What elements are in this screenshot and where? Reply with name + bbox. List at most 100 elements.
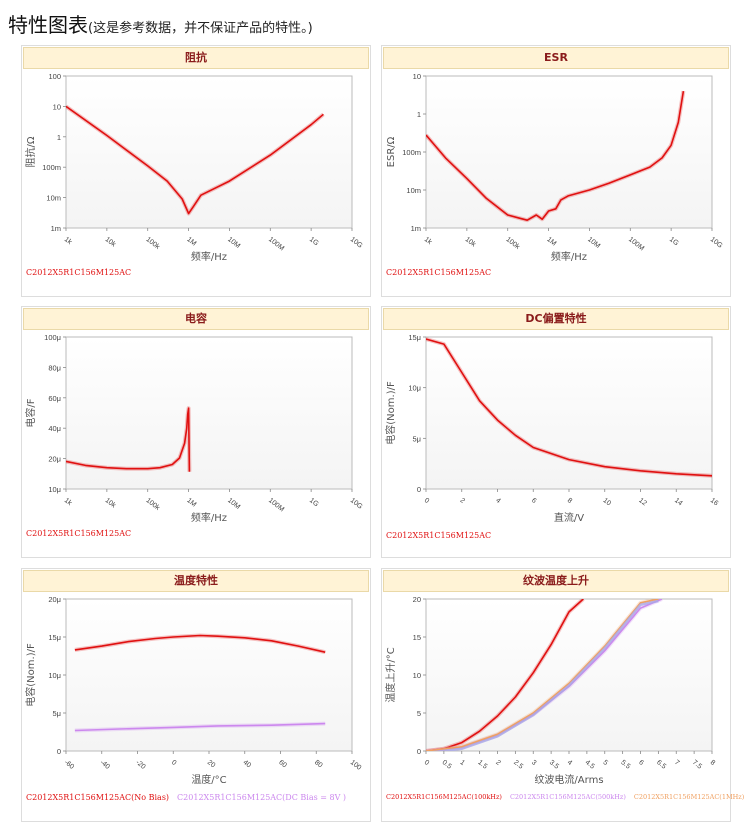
y-tick-label: 20μ bbox=[48, 595, 61, 604]
y-tick-label: 80μ bbox=[48, 363, 61, 372]
legend-entry: C2012X5R1C156M125AC bbox=[386, 268, 492, 277]
series-line bbox=[426, 90, 685, 221]
x-tick-label: 10M bbox=[226, 236, 241, 250]
x-tick-label: 1k bbox=[63, 497, 74, 507]
series-line bbox=[66, 105, 324, 215]
legend-entry: C2012X5R1C156M125AC(DC Bias = 8V ) bbox=[177, 793, 347, 802]
x-tick-label: 2.5 bbox=[512, 759, 524, 771]
chart-title: 阻抗 bbox=[23, 47, 369, 69]
chart-title: 电容 bbox=[23, 308, 369, 330]
x-tick-label: 6 bbox=[637, 759, 644, 767]
plot-area bbox=[425, 75, 713, 229]
legend-entry: C2012X5R1C156M125AC(100kHz) bbox=[386, 793, 502, 801]
x-tick-label: 10G bbox=[709, 236, 724, 250]
y-tick-label: 1 bbox=[417, 110, 421, 119]
chart-panel-capacitance: 电容 100μ 80μ 60μ 40μ 20μ 10μ 1k 10k 100k 1M 10M 100M… bbox=[21, 306, 371, 558]
series-line bbox=[74, 634, 326, 653]
x-tick-label: -40 bbox=[99, 759, 111, 771]
x-tick-label: 100M bbox=[267, 236, 285, 252]
y-tick-label: 0 bbox=[417, 747, 421, 756]
y-tick-label: 10 bbox=[53, 102, 61, 111]
x-tick-label: 7.5 bbox=[691, 759, 703, 771]
x-axis-label: 温度/°C bbox=[191, 773, 226, 786]
chart-legend: C2012X5R1C156M125AC(No Bias) C2012X5R1C15… bbox=[26, 793, 354, 802]
x-tick-label: 8 bbox=[709, 759, 716, 767]
chart-ripple: 20 15 10 5 00 0.5 1 1.5 2 2.5 3 3.5 4 4.5 5 5.5 6 6.5 7 7.5… bbox=[384, 595, 716, 786]
y-tick-label: 20 bbox=[413, 595, 421, 604]
x-tick-label: -60 bbox=[63, 759, 75, 771]
series-line bbox=[426, 338, 712, 477]
y-axis-label: 电容(Nom.)/F bbox=[384, 381, 397, 445]
x-tick-label: 0 bbox=[423, 497, 430, 505]
x-tick-label: 60 bbox=[277, 759, 288, 769]
y-axis-label: 电容/F bbox=[24, 398, 37, 427]
chart-legend: C2012X5R1C156M125AC bbox=[26, 529, 139, 538]
page-title-main: 特性图表 bbox=[8, 13, 88, 37]
legend-entry: C2012X5R1C156M125AC(1MHz) bbox=[633, 793, 745, 801]
chart-legend: C2012X5R1C156M125AC(100kHz) C2012X5R1C156… bbox=[386, 793, 750, 801]
x-tick-label: 2 bbox=[459, 497, 466, 505]
x-axis-label: 频率/Hz bbox=[551, 250, 587, 263]
chart-title: ESR bbox=[383, 47, 729, 69]
x-tick-label: 40 bbox=[242, 759, 253, 769]
x-tick-label: 80 bbox=[313, 759, 324, 769]
x-tick-label: 20 bbox=[206, 759, 217, 769]
y-axis-label: ESR/Ω bbox=[386, 136, 397, 167]
y-tick-label: 10μ bbox=[48, 671, 61, 680]
series-line bbox=[66, 407, 191, 472]
y-tick-label: 15μ bbox=[408, 333, 421, 342]
y-tick-label: 40μ bbox=[48, 424, 61, 433]
x-axis-label: 纹波电流/Arms bbox=[534, 773, 603, 786]
y-tick-label: 100 bbox=[48, 72, 61, 81]
x-tick-label: 12 bbox=[637, 497, 648, 507]
y-tick-label: 0 bbox=[417, 485, 421, 494]
x-tick-label: 0 bbox=[170, 759, 177, 767]
x-tick-label: 3.5 bbox=[548, 759, 560, 771]
legend-entry: C2012X5R1C156M125AC bbox=[386, 531, 492, 540]
y-tick-label: 15 bbox=[413, 633, 421, 642]
x-tick-label: 100 bbox=[349, 759, 363, 772]
x-tick-label: 0.5 bbox=[441, 759, 453, 771]
x-tick-label: 10M bbox=[586, 236, 601, 250]
chart-legend: C2012X5R1C156M125AC bbox=[26, 268, 139, 277]
plot-area bbox=[65, 75, 353, 229]
series-band bbox=[432, 599, 659, 751]
y-tick-label: 15μ bbox=[48, 633, 61, 642]
x-tick-label: 1k bbox=[63, 236, 74, 246]
x-tick-label: 100k bbox=[504, 236, 521, 251]
chart-title: 温度特性 bbox=[23, 570, 369, 592]
y-tick-label: 10m bbox=[406, 186, 421, 195]
x-tick-label: 5.5 bbox=[619, 759, 631, 771]
page-title: 特性图表(这是参考数据，并不保证产品的特性。) bbox=[8, 9, 313, 38]
y-axis-label: 阻抗/Ω bbox=[24, 136, 37, 167]
legend-entry: C2012X5R1C156M125AC(No Bias) bbox=[26, 793, 170, 802]
x-tick-label: 1G bbox=[308, 497, 320, 508]
y-tick-label: 20μ bbox=[48, 455, 61, 464]
y-tick-label: 5μ bbox=[413, 434, 422, 443]
x-axis-label: 频率/Hz bbox=[191, 250, 227, 263]
y-axis-label: 电容(Nom.)/F bbox=[24, 643, 37, 707]
x-tick-label: 5 bbox=[602, 759, 609, 767]
x-tick-label: 16 bbox=[709, 497, 720, 507]
plot-area bbox=[425, 336, 713, 490]
x-tick-label: 10G bbox=[349, 497, 364, 511]
x-axis-label: 频率/Hz bbox=[191, 511, 227, 524]
chart-legend: C2012X5R1C156M125AC bbox=[386, 268, 499, 277]
x-tick-label: 1 bbox=[459, 759, 466, 767]
y-tick-label: 1m bbox=[51, 224, 61, 233]
chart-dc-bias: 15μ 10μ 5μ 00 2 4 6 8 10 12 14 16 直流/V 电容(Nom.)/F bbox=[384, 333, 720, 524]
x-tick-label: 100k bbox=[144, 236, 161, 251]
plot-area bbox=[65, 336, 353, 490]
chart-panel-impedance: 阻抗 100 10 1 100m 10m 1m 1k 10k 100k 1M 10M 100M 1G 10… bbox=[21, 45, 371, 297]
x-tick-label: 100M bbox=[627, 236, 645, 252]
x-tick-label: 10G bbox=[349, 236, 364, 250]
y-tick-label: 1 bbox=[57, 133, 61, 142]
legend-entry: C2012X5R1C156M125AC(500kHz) bbox=[509, 793, 626, 801]
y-tick-label: 5 bbox=[417, 709, 421, 718]
x-tick-label: 8 bbox=[566, 497, 573, 505]
x-tick-label: -20 bbox=[134, 759, 146, 771]
chart-panel-temperature: 温度特性 20μ 15μ 10μ 5μ 0 -60 -40 -20 0 20 40 60 80 100 温度… bbox=[21, 568, 371, 822]
